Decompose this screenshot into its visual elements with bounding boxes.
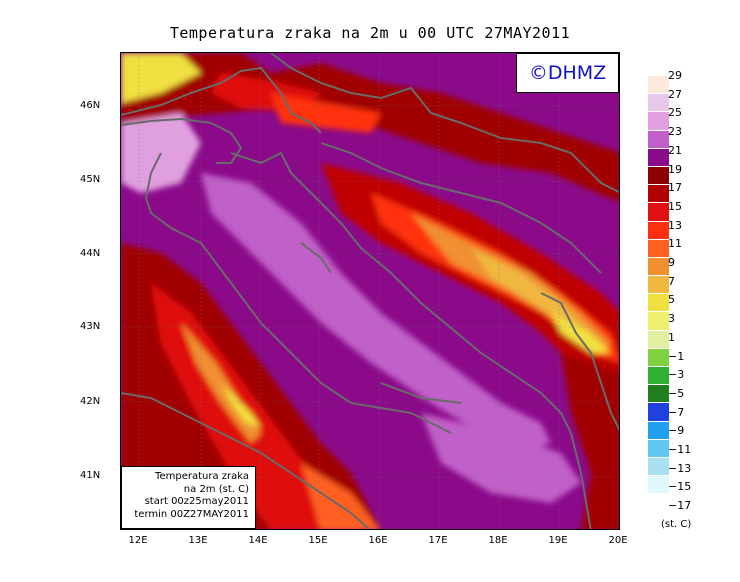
scale-swatch (648, 94, 669, 113)
lon-label-15e: 15E (308, 535, 328, 546)
scale-swatch (648, 476, 669, 495)
scale-label: −5 (668, 386, 685, 400)
lon-label-12e: 12E (128, 535, 148, 546)
lat-label-42n: 42N (80, 396, 101, 407)
dhmz-logo: ©DHMZ (516, 53, 619, 93)
scale-label: 23 (668, 125, 682, 139)
scale-label: 27 (668, 87, 682, 101)
scale-swatch (648, 439, 669, 458)
scale-swatch (648, 112, 669, 131)
temperature-field (121, 53, 619, 529)
map-title: Temperatura zraka na 2m u 00 UTC 27MAY20… (169, 24, 571, 42)
scale-label: −13 (668, 461, 692, 475)
scale-swatch (648, 421, 669, 440)
scale-label: −17 (668, 499, 692, 513)
temperature-map (120, 52, 620, 530)
scale-swatch (648, 239, 669, 258)
scale-label: 11 (668, 237, 682, 251)
lon-label-16e: 16E (368, 535, 388, 546)
scale-swatch (648, 385, 669, 404)
scale-label: 15 (668, 199, 682, 213)
color-scale (648, 76, 669, 495)
scale-swatch (648, 185, 669, 204)
info-line-3: start 00z25may2011 (144, 496, 249, 507)
scale-swatch (648, 403, 669, 422)
scale-swatch (648, 330, 669, 349)
scale-swatch (648, 148, 669, 167)
scale-swatch (648, 76, 669, 95)
lon-label-13e: 13E (188, 535, 208, 546)
scale-swatch (648, 276, 669, 295)
scale-swatch (648, 367, 669, 386)
lat-label-44n: 44N (80, 248, 101, 259)
lon-label-14e: 14E (248, 535, 268, 546)
scale-swatch (648, 348, 669, 367)
lat-label-46n: 46N (80, 100, 101, 111)
scale-label: −9 (668, 424, 685, 438)
scale-label: −1 (668, 349, 685, 363)
lon-label-20e: 20E (608, 535, 628, 546)
lon-label-17e: 17E (428, 535, 448, 546)
scale-swatch (648, 257, 669, 277)
info-box: Temperatura zraka na 2m (st. C) start 00… (121, 466, 256, 529)
scale-label: 29 (668, 69, 682, 82)
lon-label-18e: 18E (488, 535, 508, 546)
lat-label-43n: 43N (80, 321, 101, 332)
scale-swatch (648, 294, 669, 313)
scale-label: 19 (668, 162, 682, 176)
lat-label-41n: 41N (80, 470, 101, 481)
scale-label: −15 (668, 480, 692, 494)
scale-label: 5 (668, 293, 675, 307)
scale-label: −7 (668, 405, 685, 419)
scale-label: 9 (668, 256, 675, 269)
scale-swatch (648, 166, 669, 186)
scale-label: 7 (668, 274, 675, 288)
scale-swatch (648, 221, 669, 240)
scale-label: 17 (668, 181, 682, 195)
scale-unit: (st. C) (661, 519, 692, 530)
scale-swatch (648, 130, 669, 149)
scale-swatch (648, 457, 669, 477)
info-line-1: Temperatura zraka (155, 471, 249, 482)
info-line-4: termin 00Z27MAY2011 (134, 508, 249, 520)
lat-label-45n: 45N (80, 174, 101, 185)
lon-label-19e: 19E (548, 535, 568, 546)
scale-label: 3 (668, 312, 675, 326)
scale-label: 1 (668, 330, 675, 344)
scale-label: −11 (668, 443, 692, 456)
scale-label: 25 (668, 106, 682, 120)
scale-swatch (648, 312, 669, 331)
scale-label: 13 (668, 218, 682, 232)
scale-label: 21 (668, 143, 682, 157)
scale-label: −3 (668, 368, 685, 382)
info-line-2: na 2m (st. C) (183, 483, 249, 495)
scale-swatch (648, 203, 669, 222)
